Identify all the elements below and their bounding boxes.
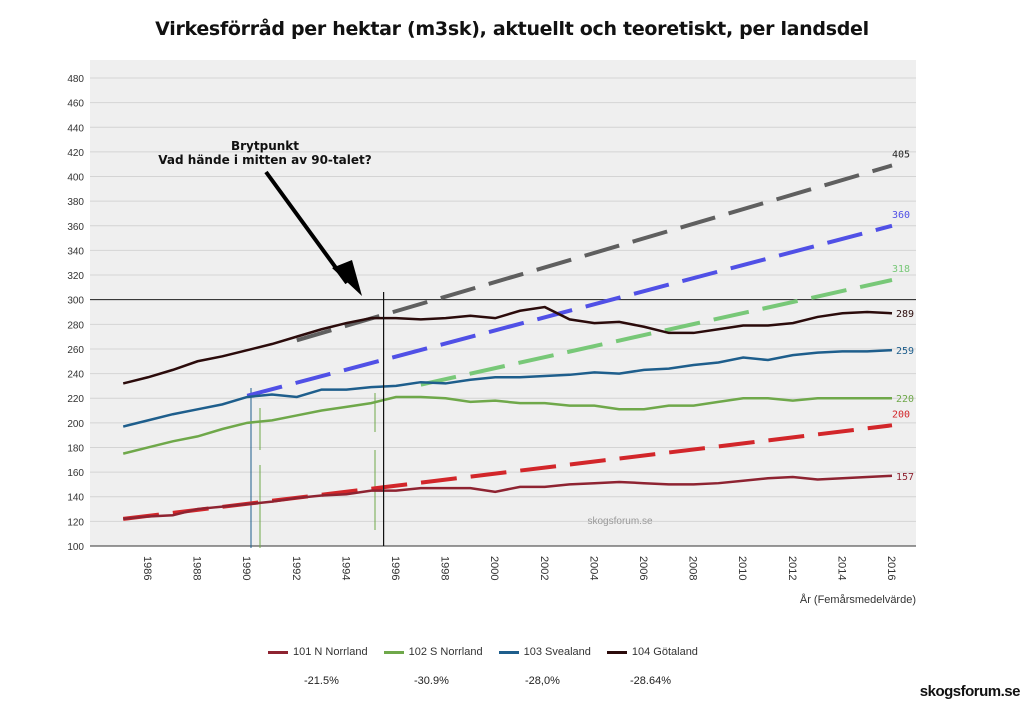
x-tick-label: 2002: [538, 556, 550, 580]
end-label: 259: [896, 346, 914, 357]
legend-swatch: [498, 650, 519, 654]
legend-item-s-norrland: 102 S Norrland: [383, 646, 483, 658]
x-tick-label: 1990: [240, 556, 252, 580]
legend-label: 102 S Norrland: [408, 646, 483, 658]
trend-end-label: 318: [892, 264, 910, 275]
series-line: [122, 395, 892, 455]
x-tick-label: 2004: [587, 556, 599, 580]
x-tick-label: 2006: [637, 556, 649, 580]
watermark: skogsforum.se: [587, 516, 652, 527]
legend-swatch: [383, 650, 404, 654]
x-tick-label: 2008: [687, 556, 699, 580]
y-tick-label: 140: [67, 493, 84, 504]
arrow-shaft: [264, 170, 349, 285]
legend-item-n-norrland: 101 N Norrland: [268, 646, 368, 658]
series-line: [122, 348, 893, 428]
y-tick-label: 100: [67, 542, 84, 553]
y-tick-label: 120: [67, 517, 84, 528]
chart-title: Virkesförråd per hektar (m3sk), aktuellt…: [155, 18, 869, 40]
trend-end-label: 360: [892, 210, 910, 221]
x-tick-label: 2010: [736, 556, 748, 580]
x-tick-label: 1994: [339, 556, 351, 580]
y-tick-label: 360: [67, 222, 84, 233]
legend-swatch: [606, 650, 627, 654]
y-tick-label: 220: [67, 394, 84, 405]
y-tick-label: 200: [67, 419, 84, 430]
annotation-line1: Brytpunkt: [231, 139, 299, 153]
x-tick-label: 1996: [389, 556, 401, 580]
y-tick-label: 180: [67, 443, 84, 454]
series-line: [122, 305, 893, 385]
x-tick-label: 1988: [191, 556, 203, 580]
legend-swatch: [268, 650, 288, 654]
legend: 101 N Norrland 102 S Norrland 103 Sveala…: [268, 646, 698, 658]
trend-line: [420, 278, 893, 387]
trend-line: [296, 163, 893, 343]
end-label: 157: [896, 472, 914, 483]
trend-end-label: 200: [892, 409, 910, 420]
y-tick-label: 380: [67, 197, 84, 208]
x-tick-label: 1992: [290, 556, 302, 580]
y-tick-label: 480: [67, 74, 84, 85]
y-tick-label: 300: [67, 296, 84, 307]
arrow-head: [332, 260, 362, 296]
x-tick-label: 1986: [141, 556, 153, 580]
x-axis-label: År (Femårsmedelvärde): [800, 593, 916, 606]
change-n-norrland: -21.5%: [304, 675, 339, 687]
y-tick-label: 280: [67, 320, 84, 331]
legend-item-gotaland: 104 Götaland: [606, 646, 698, 658]
trend-end-label: 405: [892, 149, 910, 160]
x-tick-label: 2014: [835, 556, 847, 580]
x-tick-label: 2000: [488, 556, 500, 580]
y-tick-label: 240: [67, 370, 84, 381]
plot-background: [90, 60, 916, 546]
legend-label: 104 Götaland: [631, 646, 698, 658]
change-gotaland: -28.64%: [630, 675, 671, 687]
logo-text: skogsforum.se: [919, 683, 1021, 700]
y-tick-label: 340: [67, 246, 84, 257]
y-tick-label: 260: [67, 345, 84, 356]
annotation-line2: Vad hände i mitten av 90-talet?: [158, 153, 371, 167]
y-tick-label: 440: [67, 123, 84, 134]
y-tick-label: 160: [67, 468, 84, 479]
change-s-norrland: -30.9%: [414, 675, 449, 687]
y-tick-label: 320: [67, 271, 84, 282]
y-tick-label: 420: [67, 148, 84, 159]
logo: skogsforum.se: [919, 683, 1021, 700]
x-tick-label: 2016: [885, 556, 897, 580]
end-label: 220: [896, 394, 914, 405]
change-svealand: -28,0%: [525, 675, 560, 687]
end-label: 289: [896, 309, 914, 320]
legend-label: 101 N Norrland: [293, 646, 368, 658]
legend-label: 103 Svealand: [523, 646, 591, 658]
y-tick-label: 400: [67, 173, 84, 184]
y-tick-label: 460: [67, 99, 84, 110]
x-tick-label: 1998: [439, 556, 451, 580]
series-line: [123, 474, 893, 521]
trend-line: [246, 223, 893, 398]
legend-item-svealand: 103 Svealand: [498, 646, 591, 658]
x-tick-label: 2012: [786, 556, 798, 580]
